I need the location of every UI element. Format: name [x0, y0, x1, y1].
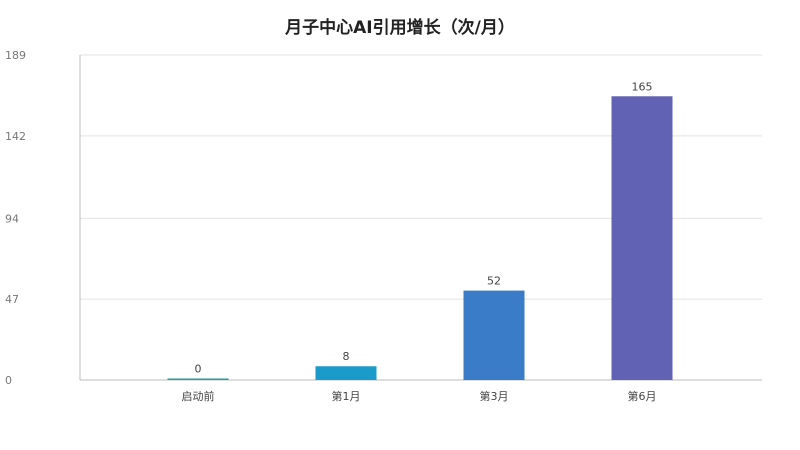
- y-tick-label: 47: [5, 293, 19, 306]
- x-tick-label: 启动前: [182, 389, 215, 403]
- x-axis-ticks: 启动前 第1月 第3月 第6月: [182, 389, 657, 403]
- data-label: 0: [195, 363, 202, 376]
- x-tick-label: 第6月: [628, 389, 657, 403]
- data-label: 52: [487, 275, 501, 288]
- chart-title: 月子中心AI引用增长（次/月）: [284, 17, 515, 38]
- data-labels: 0 8 52 165: [195, 80, 653, 375]
- bar: [463, 290, 525, 380]
- y-tick-label: 94: [5, 212, 19, 225]
- y-axis-ticks: 0 47 94 142 189: [5, 49, 26, 387]
- y-tick-label: 189: [5, 49, 26, 62]
- y-tick-label: 142: [5, 130, 26, 143]
- bar: [315, 366, 377, 380]
- bar: [611, 96, 673, 381]
- data-label: 8: [343, 350, 350, 363]
- x-tick-label: 第1月: [332, 389, 361, 403]
- y-tick-label: 0: [5, 374, 12, 387]
- bar: [167, 378, 229, 380]
- x-tick-label: 第3月: [480, 389, 509, 403]
- data-label: 165: [632, 80, 653, 93]
- bars: [167, 96, 673, 381]
